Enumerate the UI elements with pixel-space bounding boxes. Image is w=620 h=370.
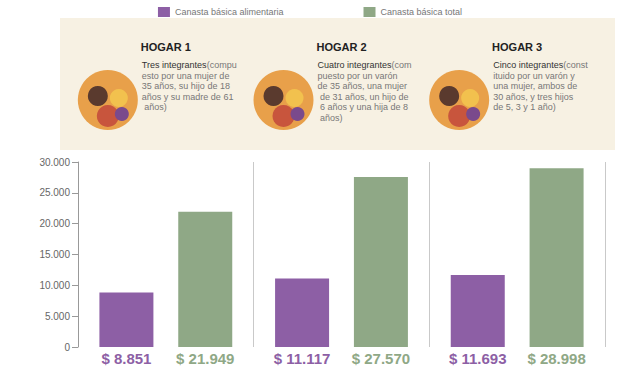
svg-text:10.000: 10.000 [39,280,70,291]
svg-text:años): años) [318,113,343,123]
svg-text:35 años, su hijo de 18: 35 años, su hijo de 18 [142,81,233,91]
svg-text:de 31 años, un hijo de: de 31 años, un hijo de [318,92,409,102]
svg-text:(com: (com [392,60,412,70]
svg-text:Canasta básica total: Canasta básica total [381,7,463,17]
svg-text:15.000: 15.000 [39,249,70,260]
svg-text:30 años, y tres hijos: 30 años, y tres hijos [493,92,576,102]
svg-text:esto por una mujer de: esto por una mujer de [142,71,232,81]
svg-text:puesto por un varón: puesto por un varón [318,71,401,81]
svg-text:30.000: 30.000 [39,157,70,168]
svg-text:de 5, 3 y 1 año): de 5, 3 y 1 año) [493,102,556,112]
svg-text:20.000: 20.000 [39,218,70,229]
svg-text:Cinco integrantes: Cinco integrantes [493,60,564,70]
svg-text:HOGAR 2: HOGAR 2 [316,41,366,53]
svg-text:(compu: (compu [207,60,237,70]
svg-text:HOGAR 1: HOGAR 1 [141,41,191,53]
svg-text:Tres integrantes: Tres integrantes [142,60,207,70]
svg-text:$ 11.693: $ 11.693 [449,350,507,367]
svg-text:Cuatro integrantes: Cuatro integrantes [318,60,393,70]
svg-text:$ 21.949: $ 21.949 [176,350,234,367]
svg-text:5.000: 5.000 [45,311,70,322]
svg-text:una mujer, ambos de: una mujer, ambos de [493,81,580,91]
svg-text:$ 27.570: $ 27.570 [352,350,410,367]
svg-text:0: 0 [64,342,70,353]
svg-text:$ 28.998: $ 28.998 [527,350,585,367]
svg-text:6 años y una hija de 8: 6 años y una hija de 8 [318,102,409,112]
svg-text:de 35 años, una mujer: de 35 años, una mujer [318,81,408,91]
svg-text:Canasta básica alimentaria: Canasta básica alimentaria [175,7,284,17]
svg-text:HOGAR 3: HOGAR 3 [492,41,542,53]
svg-text:años y su madre de 61: años y su madre de 61 [142,92,234,102]
svg-text:25.000: 25.000 [39,187,70,198]
svg-text:$ 8.851: $ 8.851 [101,350,151,367]
svg-text:ituido por un varón y: ituido por un varón y [493,71,577,81]
svg-text:$ 11.117: $ 11.117 [274,350,331,367]
svg-text:años): años) [142,102,167,112]
svg-text:(const: (const [563,60,588,70]
